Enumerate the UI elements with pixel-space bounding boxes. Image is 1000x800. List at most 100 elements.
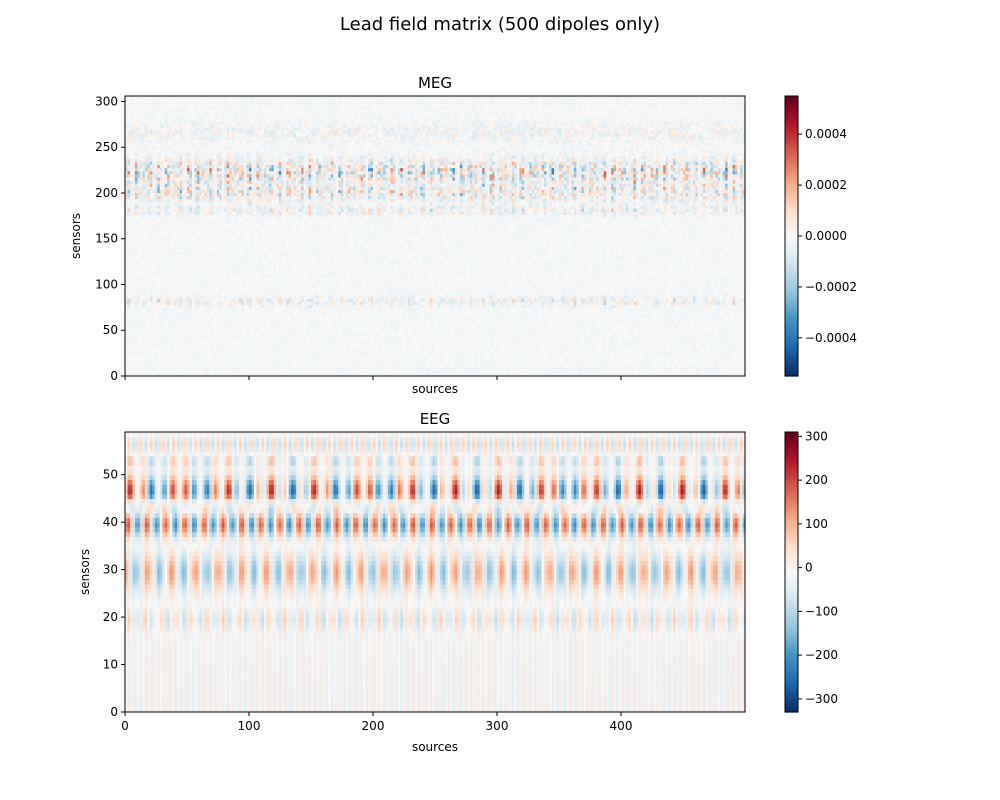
heatmap-cell	[298, 354, 302, 358]
heatmap-cell	[506, 366, 510, 371]
heatmap-cell	[511, 372, 515, 377]
heatmap-cell	[392, 372, 396, 377]
heatmap-cell	[462, 366, 466, 371]
heatmap-cell	[660, 357, 664, 362]
heatmap-cell	[174, 354, 178, 358]
heatmap-cell	[722, 363, 726, 368]
heatmap-cell	[226, 354, 230, 358]
heatmap-cell	[663, 354, 667, 358]
meg-heatmap	[125, 96, 746, 377]
heatmap-cell	[705, 366, 709, 371]
heatmap-cell	[546, 363, 550, 368]
heatmap-cell	[293, 354, 297, 358]
heatmap-cell	[625, 369, 630, 374]
heatmap-cell	[544, 354, 548, 358]
heatmap-cell	[189, 363, 193, 368]
heatmap-cell	[603, 360, 607, 365]
heatmap-cell	[281, 366, 285, 371]
heatmap-cell	[501, 372, 506, 377]
heatmap-cell	[291, 357, 295, 362]
heatmap-cell	[680, 357, 684, 362]
heatmap-cell	[412, 360, 416, 365]
heatmap-cell	[735, 360, 739, 365]
heatmap-cell	[196, 357, 200, 362]
heatmap-cell	[355, 372, 359, 377]
heatmap-cell	[286, 360, 290, 365]
heatmap-cell	[568, 369, 572, 374]
heatmap-cell	[373, 360, 377, 365]
heatmap-cell	[521, 354, 525, 358]
heatmap-cell	[263, 357, 267, 362]
heatmap-cell	[717, 369, 721, 374]
heatmap-cell	[449, 363, 453, 368]
heatmap-cell	[246, 357, 250, 362]
heatmap-cell	[725, 369, 729, 374]
heatmap-cell	[442, 369, 446, 374]
heatmap-cell	[335, 366, 339, 371]
heatmap-cell	[184, 351, 188, 355]
heatmap-cell	[735, 354, 739, 358]
heatmap-cell	[658, 366, 662, 371]
heatmap-cell	[504, 363, 508, 368]
heatmap-cell	[400, 372, 404, 377]
heatmap-cell	[499, 369, 503, 374]
heatmap-cell	[449, 372, 453, 377]
heatmap-cell	[630, 357, 634, 362]
heatmap-cell	[318, 357, 322, 362]
heatmap-cell	[330, 369, 334, 374]
heatmap-cell	[469, 372, 473, 377]
heatmap-cell	[286, 366, 290, 371]
heatmap-cell	[315, 369, 320, 374]
heatmap-cell	[459, 363, 463, 368]
heatmap-cell	[576, 372, 580, 377]
heatmap-cell	[578, 357, 582, 362]
heatmap-cell	[514, 366, 518, 371]
heatmap-cell	[142, 372, 146, 377]
heatmap-cell	[239, 360, 243, 365]
heatmap-cell	[382, 369, 386, 374]
heatmap-cell	[452, 369, 456, 374]
heatmap-cell	[521, 372, 525, 377]
heatmap-cell	[593, 363, 597, 368]
heatmap-cell	[678, 369, 682, 374]
heatmap-cell	[559, 372, 563, 377]
heatmap-cell	[144, 354, 148, 358]
heatmap-cell	[239, 372, 243, 377]
heatmap-cell	[625, 354, 630, 358]
heatmap-cell	[154, 360, 158, 365]
heatmap-cell	[345, 369, 349, 374]
heatmap-cell	[221, 354, 225, 358]
heatmap-cell	[125, 366, 129, 371]
heatmap-cell	[271, 372, 275, 377]
heatmap-cell	[635, 369, 639, 374]
heatmap-cell	[467, 360, 471, 365]
heatmap-cell	[494, 360, 498, 365]
heatmap-cell	[333, 369, 337, 374]
heatmap-cell	[323, 357, 327, 362]
heatmap-cell	[246, 360, 250, 365]
heatmap-cell	[211, 372, 215, 377]
heatmap-cell	[678, 363, 682, 368]
heatmap-cell	[402, 357, 406, 362]
heatmap-cell	[648, 369, 652, 374]
heatmap-cell	[380, 363, 384, 368]
heatmap-cell	[291, 354, 295, 358]
heatmap-cell	[392, 354, 396, 358]
heatmap-cell	[447, 363, 451, 368]
heatmap-cell	[380, 357, 384, 362]
heatmap-cell	[288, 363, 292, 368]
heatmap-cell	[258, 360, 262, 365]
heatmap-cell	[449, 369, 453, 374]
heatmap-cell	[715, 369, 719, 374]
heatmap-cell	[380, 360, 384, 365]
heatmap-cell	[700, 354, 704, 358]
heatmap-cell	[397, 366, 401, 371]
heatmap-cell	[214, 372, 218, 377]
heatmap-cell	[606, 363, 610, 368]
heatmap-cell	[526, 354, 530, 358]
heatmap-cell	[506, 369, 510, 374]
heatmap-cell	[187, 357, 191, 362]
heatmap-cell	[298, 363, 302, 368]
heatmap-cell	[226, 372, 230, 377]
